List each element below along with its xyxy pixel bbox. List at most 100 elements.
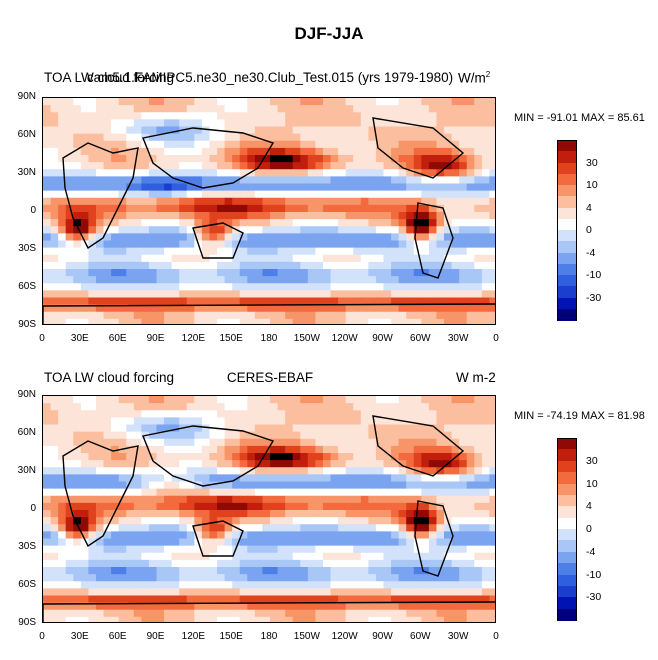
heat-cell	[262, 212, 271, 220]
heat-cell	[209, 133, 218, 142]
heat-cell	[148, 169, 158, 177]
heat-cell	[133, 460, 142, 468]
heat-cell	[466, 417, 475, 426]
heat-cell	[375, 254, 385, 263]
heat-cell	[406, 510, 415, 518]
heat-cell	[133, 574, 142, 582]
heat-cell	[73, 616, 82, 622]
heat-cell	[209, 219, 218, 227]
heat-cell	[65, 545, 74, 554]
heat-cell	[141, 445, 150, 454]
heat-cell	[451, 162, 460, 170]
heat-cell	[292, 155, 301, 163]
heat-cell	[232, 424, 241, 433]
heat-cell	[50, 445, 59, 454]
heat-cell	[209, 176, 218, 185]
heat-cell	[65, 431, 74, 440]
heat-cell	[368, 602, 377, 611]
heat-cell	[383, 574, 392, 582]
heat-cell	[254, 531, 264, 540]
heat-cell	[466, 581, 475, 589]
heat-cell	[88, 474, 97, 483]
heat-cell	[186, 126, 195, 135]
heat-cell	[322, 261, 332, 270]
heat-cell	[50, 283, 59, 291]
heat-cell	[481, 112, 491, 120]
heat-cell	[201, 276, 211, 284]
heat-cell	[285, 467, 294, 475]
heat-cell	[330, 588, 339, 597]
heat-cell	[126, 147, 135, 156]
heat-cell	[375, 502, 385, 511]
heat-cell	[444, 445, 453, 454]
heat-cell	[406, 226, 415, 234]
heat-cell	[262, 595, 271, 604]
heat-cell	[164, 226, 173, 234]
heat-cell	[481, 297, 491, 306]
heat-cell	[406, 481, 415, 490]
heat-cell	[95, 140, 105, 149]
heat-cell	[164, 445, 173, 454]
heat-cell	[315, 488, 324, 497]
heat-cell	[398, 495, 407, 504]
heat-cell	[307, 460, 316, 468]
heat-cell	[466, 495, 475, 504]
heat-cell	[164, 183, 173, 192]
heat-cell	[73, 304, 82, 313]
heat-cell	[103, 581, 112, 589]
heat-cell	[481, 552, 491, 561]
heat-cell	[466, 524, 475, 532]
heat-cell	[391, 98, 400, 106]
heat-cell	[80, 588, 89, 597]
heat-cell	[428, 552, 438, 561]
heat-cell	[451, 183, 460, 192]
heat-cell	[111, 445, 120, 454]
heat-cell	[270, 318, 279, 324]
heat-cell	[360, 567, 369, 575]
heat-cell	[111, 98, 120, 106]
heat-cell	[338, 290, 347, 299]
heat-cell	[179, 609, 188, 618]
heat-cell	[58, 112, 67, 120]
heat-cell	[391, 502, 400, 511]
heat-cell	[330, 410, 339, 418]
panel-title-center: CERES-EBAF	[226, 370, 314, 385]
heat-cell	[171, 183, 180, 192]
heat-cell	[141, 574, 150, 582]
lon-tick-label: 180	[260, 631, 278, 642]
heat-cell	[459, 595, 468, 604]
heat-cell	[179, 588, 188, 597]
heat-cell	[421, 467, 430, 475]
heat-cell	[368, 261, 377, 270]
heat-cell	[451, 481, 460, 490]
heat-cell	[179, 552, 188, 561]
heat-cell	[239, 453, 248, 461]
heat-cell	[451, 588, 460, 597]
heat-cell	[489, 204, 495, 213]
heat-cell	[58, 126, 67, 135]
heat-cell	[360, 98, 369, 106]
heat-cell	[126, 595, 135, 604]
heat-cell	[103, 318, 112, 324]
heat-cell	[118, 162, 127, 170]
heat-cell	[164, 567, 173, 575]
heat-cell	[50, 552, 59, 561]
heat-cell	[421, 460, 430, 468]
heat-cell	[277, 488, 286, 497]
heat-cell	[345, 140, 354, 149]
heat-cell	[360, 140, 369, 149]
heat-cell	[353, 304, 362, 313]
heat-cell	[383, 460, 392, 468]
heat-cell	[466, 98, 475, 106]
lon-tick-label: 120W	[331, 631, 358, 642]
heat-cell	[459, 510, 468, 518]
heat-cell	[50, 431, 59, 440]
heat-cell	[164, 212, 173, 220]
heat-cell	[406, 524, 415, 532]
heat-cell	[285, 147, 294, 156]
heat-cell	[133, 219, 142, 227]
heat-cell	[375, 609, 385, 618]
heat-cell	[353, 247, 362, 256]
heat-cell	[88, 552, 97, 561]
heat-cell	[43, 176, 52, 185]
